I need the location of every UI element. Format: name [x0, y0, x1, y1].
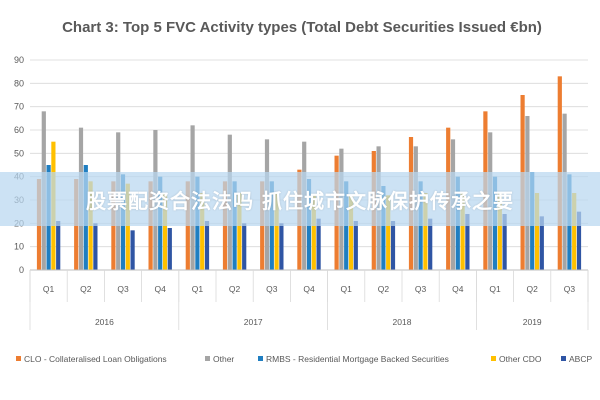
bar — [162, 193, 168, 270]
bar — [204, 221, 210, 270]
legend-swatch — [561, 356, 566, 361]
x-tick-label: Q1 — [341, 284, 353, 294]
x-tick-label: Q2 — [527, 284, 539, 294]
bar — [497, 193, 502, 270]
bar — [460, 193, 465, 270]
bar — [237, 193, 242, 270]
bar — [502, 214, 507, 270]
bar — [93, 223, 98, 270]
bar — [274, 193, 279, 270]
legend-swatch — [16, 356, 21, 361]
bar — [279, 223, 284, 270]
x-tick-label: Q4 — [155, 284, 167, 294]
x-tick-label: Q2 — [229, 284, 241, 294]
bar — [125, 183, 130, 270]
x-tick-label: Q3 — [266, 284, 278, 294]
bar — [386, 195, 391, 270]
bar — [316, 218, 321, 270]
x-tick-label: Q2 — [378, 284, 390, 294]
x-axis: Q1 Q2 Q3 Q4 Q1 Q2 Q3 Q4 Q1 Q2 Q3 Q4 Q1 Q2 Q3 2016 2017 20… — [29, 269, 589, 330]
y-tick-label: 0 — [19, 265, 24, 275]
x-tick-label: Q1 — [489, 284, 501, 294]
x-tick-label: Q1 — [43, 284, 55, 294]
legend-swatch — [491, 356, 496, 361]
y-tick-label: 60 — [14, 125, 24, 135]
legend-label: Other CDO — [499, 354, 542, 364]
legend-label: ABCP — [569, 354, 592, 364]
bar — [534, 193, 540, 270]
bar — [465, 214, 470, 270]
y-tick-label: 80 — [14, 78, 24, 88]
year-label: 2019 — [523, 317, 542, 327]
bar — [130, 230, 135, 270]
overlay-banner-text: 股票配资合法法吗 抓住城市文脉保护传承之要 — [86, 188, 514, 213]
y-axis-ticks: 0102030405060708090 — [14, 55, 24, 275]
x-tick-label: Q3 — [564, 284, 576, 294]
bar — [428, 218, 433, 270]
legend: CLO - Collateralised Loan Obligations Oth… — [16, 354, 592, 364]
legend-swatch — [205, 356, 210, 361]
year-label: 2016 — [95, 317, 114, 327]
legend-label: CLO - Collateralised Loan Obligations — [24, 354, 167, 364]
x-tick-label: Q4 — [303, 284, 315, 294]
bar — [348, 195, 354, 270]
x-tick-label: Q3 — [117, 284, 129, 294]
bar — [390, 221, 396, 270]
x-tick-label: Q2 — [80, 284, 92, 294]
overlay-banner: 股票配资合法法吗 抓住城市文脉保护传承之要 — [0, 172, 600, 226]
bar — [167, 228, 172, 270]
bar — [539, 216, 544, 270]
year-label: 2018 — [393, 317, 412, 327]
bar — [242, 223, 247, 270]
y-tick-label: 50 — [14, 148, 24, 158]
bar — [381, 186, 386, 270]
bar — [576, 211, 582, 270]
legend-label: RMBS - Residential Mortgage Backed Secur… — [266, 354, 449, 364]
legend-label: Other — [213, 354, 234, 364]
x-tick-label: Q3 — [415, 284, 427, 294]
bar — [200, 193, 205, 270]
bar — [353, 221, 358, 270]
chart-title: Chart 3: Top 5 FVC Activity types (Total… — [62, 19, 542, 36]
x-tick-label: Q4 — [452, 284, 464, 294]
y-tick-label: 90 — [14, 55, 24, 65]
bar — [56, 221, 61, 270]
y-tick-label: 10 — [14, 242, 24, 252]
legend-swatch — [258, 356, 263, 361]
y-tick-label: 70 — [14, 102, 24, 112]
bar — [311, 195, 316, 270]
bar — [423, 193, 428, 270]
x-tick-label: Q1 — [192, 284, 204, 294]
year-label: 2017 — [244, 317, 263, 327]
bar — [572, 193, 577, 270]
